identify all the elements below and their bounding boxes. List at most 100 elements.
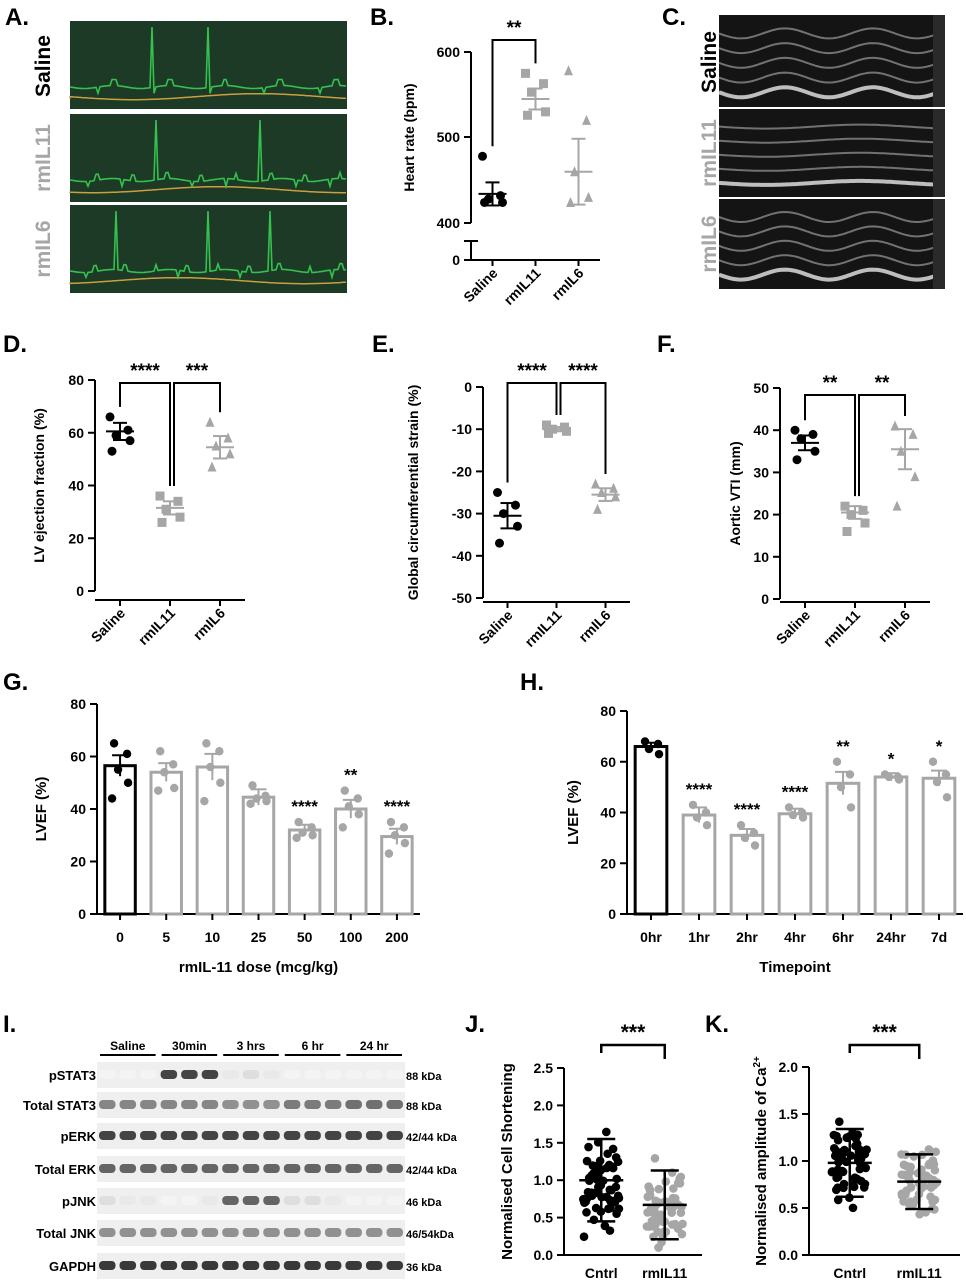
echo-wall bbox=[718, 210, 945, 224]
data-point-rmil11 bbox=[651, 1220, 660, 1230]
y-axis-label: Aortic VTI (mm) bbox=[727, 441, 743, 545]
panel-letter-f: F. bbox=[657, 331, 676, 358]
data-point-rmil11 bbox=[173, 496, 183, 506]
data-point-25 bbox=[262, 796, 271, 806]
data-point-6hr bbox=[846, 803, 856, 812]
x-tick-label: Cntrl bbox=[585, 1265, 618, 1280]
data-point-100 bbox=[353, 794, 362, 803]
data-point-4hr bbox=[788, 810, 798, 820]
band bbox=[201, 1100, 219, 1109]
x-tick-label: 25 bbox=[251, 929, 267, 945]
data-point-rmil6 bbox=[584, 191, 593, 202]
data-point-rmil11 bbox=[924, 1145, 934, 1154]
echo-wall bbox=[718, 225, 945, 238]
band bbox=[181, 1196, 198, 1205]
data-point-cntrl bbox=[837, 1166, 847, 1176]
data-point-200 bbox=[390, 831, 400, 840]
data-point-6hr bbox=[832, 757, 842, 766]
band bbox=[99, 1070, 116, 1079]
data-point-100 bbox=[344, 802, 353, 811]
data-point-rmil11 bbox=[654, 1184, 664, 1194]
band bbox=[222, 1164, 239, 1173]
data-point-6hr bbox=[836, 782, 846, 792]
echo-wall bbox=[718, 254, 945, 267]
blot-label: pJNK bbox=[62, 1194, 97, 1209]
panel-letter-b: B. bbox=[370, 4, 394, 31]
data-point-2hr bbox=[749, 828, 759, 837]
y-tick-label: 0 bbox=[608, 906, 616, 922]
band bbox=[386, 1228, 403, 1237]
data-point-cntrl bbox=[838, 1146, 848, 1156]
band bbox=[283, 1164, 301, 1173]
significance-label: *** bbox=[186, 361, 209, 382]
band bbox=[324, 1196, 342, 1205]
band bbox=[222, 1196, 239, 1205]
y-tick-label: 0.5 bbox=[534, 1210, 554, 1226]
panel-letter-k: K. bbox=[705, 1011, 729, 1038]
band bbox=[242, 1070, 260, 1079]
data-point-rmil6 bbox=[896, 445, 906, 456]
blot-label: GAPDH bbox=[49, 1259, 96, 1274]
y-tick-label: 60 bbox=[600, 754, 616, 770]
significance-label: ** bbox=[875, 373, 890, 394]
data-point-100 bbox=[354, 810, 363, 819]
band bbox=[365, 1228, 383, 1237]
data-point-rmil6 bbox=[890, 420, 900, 431]
y-axis-label: LV ejection fraction (%) bbox=[31, 408, 47, 563]
band bbox=[222, 1261, 239, 1270]
echo-image-rmil11 bbox=[718, 109, 945, 197]
bar-0 bbox=[103, 764, 137, 916]
ecg-trace-saline bbox=[69, 21, 347, 109]
column-label-saline: Saline bbox=[110, 1039, 146, 1053]
data-point-saline bbox=[790, 425, 800, 435]
y-tick-label: 60 bbox=[68, 425, 84, 441]
ecg-trace-rmil11 bbox=[69, 114, 347, 202]
data-point-cntrl bbox=[604, 1160, 614, 1170]
echo-wall bbox=[718, 137, 945, 144]
data-point-100 bbox=[340, 786, 349, 795]
significance-label: ** bbox=[823, 373, 838, 394]
band bbox=[365, 1100, 383, 1109]
significance-bracket bbox=[848, 1043, 921, 1059]
significance-bracket bbox=[559, 382, 607, 475]
data-point-0hr bbox=[640, 737, 650, 746]
blot-size-label: 88 kDa bbox=[406, 1101, 442, 1113]
data-point-rmil6 bbox=[225, 448, 235, 459]
band bbox=[324, 1228, 342, 1237]
y-tick-label: 20 bbox=[70, 854, 86, 870]
echo-label-rmil11: rmIL11 bbox=[698, 119, 721, 187]
y-axis-label: LVEF (%) bbox=[565, 780, 582, 845]
band bbox=[283, 1261, 301, 1270]
echo-scale-bar bbox=[933, 199, 945, 289]
y-axis-label: Normalised Cell Shortening bbox=[499, 1063, 516, 1260]
data-point-rmil11 bbox=[521, 68, 530, 78]
blot-label: Total ERK bbox=[35, 1162, 97, 1177]
band bbox=[99, 1228, 116, 1237]
y-tick-label: 2.0 bbox=[779, 1059, 799, 1075]
band bbox=[324, 1070, 342, 1079]
band bbox=[283, 1070, 301, 1079]
data-point-200 bbox=[399, 823, 409, 832]
band bbox=[99, 1196, 116, 1205]
significance-label: * bbox=[936, 737, 943, 756]
data-point-cntrl bbox=[605, 1226, 615, 1235]
y-tick-label: -50 bbox=[452, 590, 472, 606]
band bbox=[263, 1261, 280, 1270]
band bbox=[99, 1100, 116, 1109]
panel-letter-g: G. bbox=[3, 669, 28, 696]
data-point-0 bbox=[113, 765, 123, 774]
y-tick-label: -20 bbox=[452, 463, 472, 479]
data-point-cntrl bbox=[853, 1130, 863, 1140]
band bbox=[304, 1100, 321, 1109]
echo-wall bbox=[718, 239, 945, 252]
data-point-rmil11 bbox=[899, 1197, 908, 1206]
band bbox=[304, 1070, 321, 1079]
data-point-saline bbox=[111, 430, 121, 440]
x-tick-label: rmIL11 bbox=[521, 607, 564, 650]
x-tick-label: 200 bbox=[385, 929, 409, 945]
blot-size-label: 46/54kDa bbox=[406, 1229, 455, 1241]
data-point-rmil11 bbox=[175, 512, 185, 522]
data-point-rmil11 bbox=[527, 87, 536, 97]
y-tick-label: -30 bbox=[452, 506, 472, 522]
data-point-cntrl bbox=[839, 1179, 849, 1189]
